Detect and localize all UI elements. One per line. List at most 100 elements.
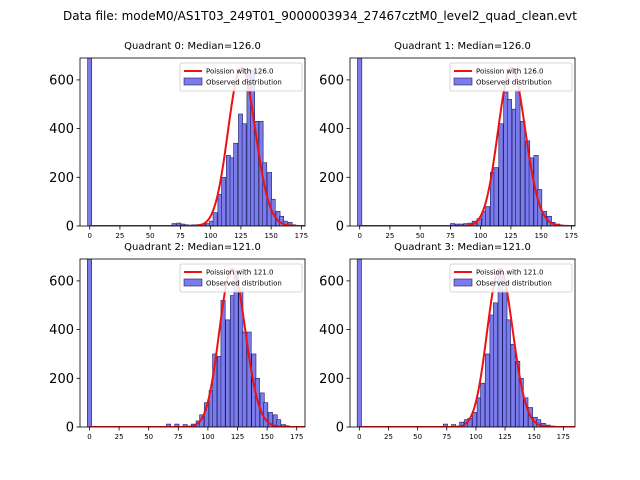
histogram-bar: [515, 89, 521, 226]
histogram-bar: [480, 382, 486, 427]
histogram-bar: [505, 319, 511, 427]
axes-frame: [349, 57, 576, 227]
y-tick-label: 400: [49, 323, 74, 338]
x-tick-label: 125: [498, 433, 511, 441]
legend-box: [179, 263, 303, 293]
y-tick-label: 0: [66, 421, 74, 436]
legend-label-observed: Observed distribution: [476, 79, 552, 87]
y-tick-label: 600: [49, 73, 74, 88]
histogram-bar: [212, 212, 218, 226]
histogram-bar: [233, 142, 239, 226]
histogram-bar: [166, 423, 172, 427]
y-tick-label: 200: [319, 372, 344, 387]
histogram-bar: [174, 423, 180, 427]
legend-label-poisson: Poission with 126.0: [476, 68, 544, 76]
axes-frame: [79, 258, 306, 428]
axes-frame: [349, 258, 576, 428]
histogram-bar: [253, 121, 259, 226]
legend-label-poisson: Poission with 121.0: [206, 269, 274, 277]
histogram-bar: [357, 58, 363, 226]
x-tick-label: 0: [357, 433, 361, 441]
histogram-bar: [485, 206, 491, 226]
y-tick-label: 200: [49, 171, 74, 186]
legend-bar-swatch: [183, 77, 203, 86]
x-tick-label: 50: [413, 433, 422, 441]
histogram-bar: [267, 412, 273, 427]
x-tick-label: 150: [534, 232, 547, 240]
histogram-bar: [225, 319, 231, 427]
legend-label-observed: Observed distribution: [206, 280, 282, 288]
histogram-bar: [241, 331, 247, 427]
x-tick-label: 100: [201, 433, 214, 441]
quadrant-0-panel: Quadrant 0: Median=126.0 0 200 400 600 0 25 50…: [49, 41, 308, 240]
quadrant-1-panel: Quadrant 1: Median=126.0 0 200 400 600 0 25 50…: [319, 41, 578, 240]
x-tick-label: 75: [176, 232, 185, 240]
x-tick-label: 25: [384, 433, 393, 441]
x-tick-label: 25: [115, 232, 124, 240]
histogram-bar: [510, 343, 516, 427]
x-tick-label: 175: [557, 433, 570, 441]
y-tick-label: 0: [66, 220, 74, 235]
plot-area: [357, 58, 575, 226]
x-tick-label: 25: [385, 232, 394, 240]
legend: Poission with 126.0 Observed distribution: [449, 62, 573, 92]
legend-label-poisson: Poission with 126.0: [206, 68, 274, 76]
histogram-bar: [221, 177, 226, 226]
x-tick-label: 150: [260, 433, 273, 441]
y-tick-label: 600: [319, 73, 344, 88]
x-tick-label: 0: [87, 433, 91, 441]
poisson-curve: [359, 66, 575, 226]
legend-bar-swatch: [453, 278, 473, 287]
legend-box: [449, 62, 573, 92]
plot-area: [87, 58, 305, 226]
legend-box: [449, 263, 573, 293]
quadrant-2-title: Quadrant 2: Median=121.0: [124, 242, 261, 253]
histogram-bar: [493, 167, 499, 226]
quadrant-1-title: Quadrant 1: Median=126.0: [394, 41, 531, 52]
x-tick-label: 75: [174, 433, 183, 441]
x-tick-label: 50: [416, 232, 425, 240]
histogram-bar: [241, 123, 247, 226]
legend-bar-swatch: [453, 77, 473, 86]
axes-frame: [79, 57, 306, 227]
x-tick-label: 0: [357, 232, 361, 240]
x-tick-label: 175: [295, 232, 308, 240]
y-tick-label: 200: [319, 171, 344, 186]
x-tick-label: 75: [442, 433, 451, 441]
y-tick-label: 0: [336, 220, 344, 235]
legend-box: [179, 62, 303, 92]
x-tick-label: 50: [144, 433, 153, 441]
plot-area: [87, 259, 305, 427]
x-tick-label: 175: [290, 433, 303, 441]
histogram-bar: [87, 259, 92, 427]
x-tick-label: 150: [528, 433, 541, 441]
legend: Poission with 121.0 Observed distribution: [179, 263, 303, 293]
x-tick-label: 100: [469, 433, 482, 441]
histogram-bar: [263, 402, 269, 427]
y-tick-label: 0: [336, 421, 344, 436]
legend-label-poisson: Poission with 121.0: [476, 269, 544, 277]
histogram-bar: [233, 270, 239, 427]
x-tick-label: 25: [115, 433, 124, 441]
histogram-bar: [246, 331, 252, 427]
y-tick-label: 400: [49, 122, 74, 137]
histogram-bar: [497, 268, 503, 427]
poisson-curve: [359, 267, 575, 427]
histogram-bar: [528, 157, 534, 226]
plot-area: [356, 259, 575, 427]
quadrant-0-title: Quadrant 0: Median=126.0: [124, 41, 261, 52]
x-tick-label: 150: [264, 232, 277, 240]
histogram-bar: [472, 412, 478, 427]
x-tick-label: 100: [204, 232, 217, 240]
legend-label-observed: Observed distribution: [206, 79, 282, 87]
y-tick-label: 400: [319, 122, 344, 137]
y-tick-label: 600: [49, 274, 74, 289]
legend-label-observed: Observed distribution: [476, 280, 552, 288]
poisson-curve: [89, 267, 305, 427]
x-tick-label: 0: [87, 232, 91, 240]
x-tick-label: 125: [504, 232, 517, 240]
histogram-bar: [442, 423, 448, 427]
x-tick-label: 175: [565, 232, 578, 240]
x-tick-label: 125: [234, 232, 247, 240]
histogram-bar: [356, 259, 362, 427]
